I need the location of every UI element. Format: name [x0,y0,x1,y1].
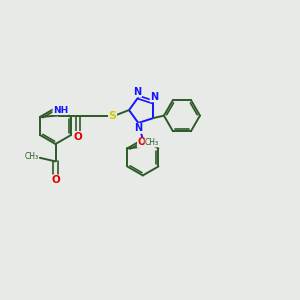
Text: N: N [134,123,142,133]
Text: N: N [150,92,158,102]
Text: O: O [51,175,60,185]
Text: O: O [137,137,146,147]
Text: N: N [134,87,142,97]
Text: S: S [109,110,116,121]
Text: O: O [74,131,82,142]
Text: NH: NH [53,106,68,115]
Text: CH₃: CH₃ [145,138,159,147]
Text: CH₃: CH₃ [24,152,39,161]
